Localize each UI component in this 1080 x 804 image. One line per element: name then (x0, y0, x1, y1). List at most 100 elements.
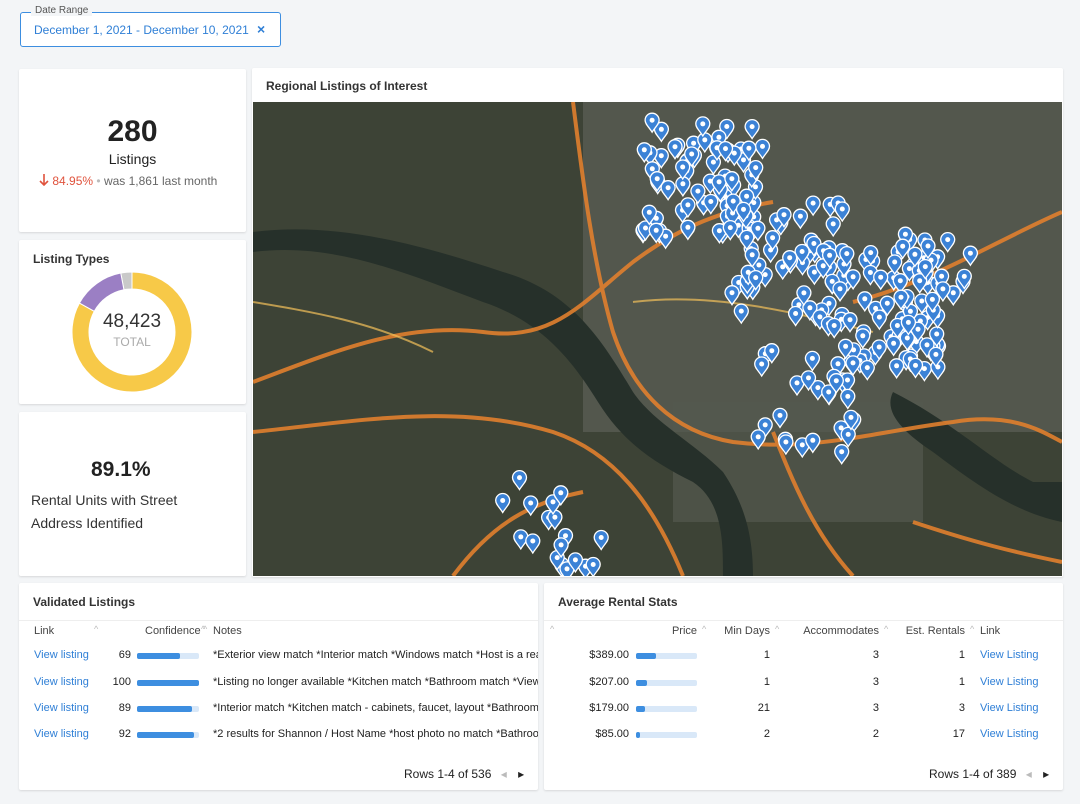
map-pin (845, 269, 861, 291)
clear-button[interactable]: × (257, 21, 266, 37)
pin-dot (939, 273, 945, 279)
pin-dot (811, 269, 817, 275)
column-header: Price (671, 625, 697, 637)
pin-dot (756, 262, 762, 268)
pin-dot (598, 535, 604, 540)
pin-dot (744, 234, 750, 240)
stat-value: 2 (872, 728, 879, 740)
map-pin (733, 303, 749, 325)
pin-body (744, 118, 760, 140)
pin-dot (716, 179, 722, 185)
pin-body (912, 273, 928, 294)
column-header: Est. Rentals (905, 625, 965, 637)
map-pin (724, 285, 740, 306)
pin-dot (695, 188, 701, 194)
pin-dot (850, 360, 856, 366)
map-pin (711, 174, 727, 196)
map-pin (553, 485, 569, 507)
pin-body (782, 250, 798, 271)
pin-dot (892, 259, 898, 265)
pin-dot (780, 264, 786, 270)
confidence-value: 92 (118, 728, 131, 740)
map-pin (796, 285, 812, 307)
map-pin (887, 254, 903, 276)
map-pin (641, 204, 657, 226)
map-pin (900, 314, 917, 336)
pin-body (893, 289, 909, 311)
donut-segment (78, 272, 125, 312)
pin-dot (811, 241, 817, 246)
stat-value: 1 (763, 676, 770, 688)
pin-dot (672, 144, 678, 150)
pin-dot (723, 146, 728, 152)
confidence-track (137, 653, 199, 659)
map-pin (750, 220, 766, 242)
pin-dot (884, 300, 890, 306)
prev-page[interactable]: ◂ (500, 767, 507, 781)
view-listing-link[interactable]: View listing (34, 649, 89, 661)
pin-dot (590, 562, 596, 567)
map-pin (871, 339, 887, 361)
map-pin (738, 188, 755, 210)
map-pin (928, 346, 944, 368)
view-listing-link[interactable]: View Listing (980, 676, 1039, 688)
map-pin (837, 338, 854, 360)
map-pin (525, 533, 541, 555)
stat-value: 3 (872, 702, 879, 714)
pin-dot (729, 176, 735, 182)
price-track (636, 706, 697, 712)
view-listing-link[interactable]: View listing (34, 702, 89, 714)
map-pin (879, 295, 895, 317)
pin-dot (724, 124, 730, 129)
map[interactable] (253, 102, 1062, 576)
pin-dot (845, 377, 850, 383)
map-pin (840, 388, 856, 410)
card-title: Listing Types (33, 252, 110, 266)
date-range-filter[interactable]: Date Range December 1, 2021 - December 1… (20, 5, 281, 47)
pin-dot (839, 449, 845, 455)
column-header: Link (980, 625, 1001, 637)
price-track (636, 680, 697, 686)
price: $179.00 (589, 702, 629, 714)
pin-dot (759, 361, 765, 367)
map-pin (695, 116, 711, 138)
map-pin (724, 171, 740, 192)
view-listing-link[interactable]: View listing (34, 728, 89, 740)
pin-dot (799, 249, 805, 254)
pagination: Rows 1-4 of 389 ◂ ▸ (929, 767, 1049, 781)
map-pin (660, 180, 676, 201)
stat-value: 1 (958, 676, 965, 688)
pin-dot (689, 151, 695, 157)
pin-dot (710, 159, 716, 165)
donut-total-label: TOTAL (113, 335, 151, 349)
map-pin (805, 432, 821, 454)
map-pin (685, 135, 702, 157)
pin-dot (700, 121, 706, 127)
pin-body (879, 295, 895, 317)
price: $389.00 (589, 649, 629, 661)
map-pin (839, 372, 856, 394)
pin-body (748, 159, 764, 181)
prev-page[interactable]: ◂ (1025, 767, 1032, 781)
view-listing-link[interactable]: View Listing (980, 649, 1039, 661)
next-page[interactable]: ▸ (518, 767, 525, 781)
view-listing-link[interactable]: View listing (34, 676, 89, 688)
pagination: Rows 1-4 of 536 ◂ ▸ (404, 767, 524, 781)
stat-value: 1 (763, 649, 770, 661)
pin-dot (755, 434, 761, 440)
pin-dot (658, 153, 664, 159)
pin-dot (940, 286, 946, 292)
view-listing-link[interactable]: View Listing (980, 702, 1039, 714)
rental-stats-card: Average Rental Stats Rows 1-4 of 389 ◂ ▸… (544, 583, 1063, 790)
pin-dot (873, 305, 879, 311)
map-pin (924, 291, 941, 313)
map-pin (826, 317, 842, 339)
next-page[interactable]: ▸ (1043, 767, 1050, 781)
column-header: Accommodates (803, 625, 879, 637)
change: 84.95% (52, 174, 94, 188)
pin-dot (915, 326, 921, 332)
pagination-text: Rows 1-4 of 536 (404, 767, 492, 781)
pin-dot (564, 566, 570, 572)
view-listing-link[interactable]: View Listing (980, 728, 1039, 740)
pin-dot (708, 199, 714, 204)
